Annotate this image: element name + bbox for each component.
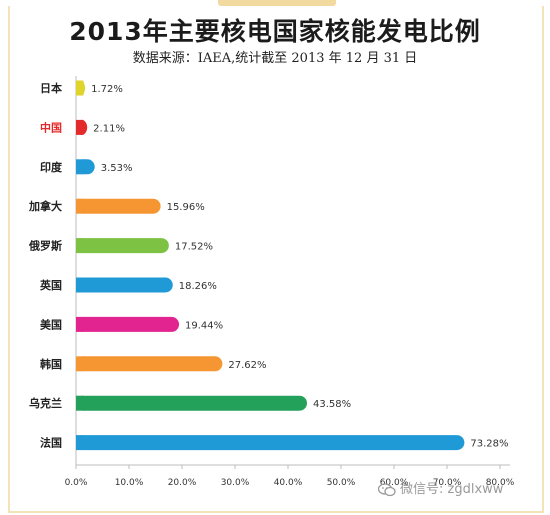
bar-left-edge [76,435,84,451]
category-label: 日本 [40,81,62,95]
right-border [542,6,544,511]
value-label: 73.28% [470,439,508,450]
x-tick-label: 60.0% [380,478,409,488]
x-tick-label: 30.0% [221,478,250,488]
value-label: 18.26% [179,281,217,292]
category-label: 法国 [40,436,62,450]
bar [76,395,307,411]
bar [76,198,161,214]
value-label: 1.72% [91,84,123,95]
bottom-border [8,511,544,513]
category-label: 加拿大 [28,199,62,213]
bar-left-edge [76,159,84,175]
category-label: 美国 [40,317,62,331]
watermark: 微信号: zgdlxww [378,478,503,497]
left-border [8,6,10,511]
bar-left-edge [76,119,84,135]
category-label: 英国 [39,278,62,292]
category-label: 俄罗斯 [28,239,62,253]
value-label: 19.44% [185,320,223,331]
value-label: 15.96% [167,202,205,213]
value-label: 27.62% [228,360,266,371]
x-tick-label: 50.0% [327,478,356,488]
bar [76,356,223,372]
value-label: 3.53% [101,163,133,174]
bar-left-edge [76,198,84,214]
chart-title: 2013年主要核电国家核能发电比例 [69,17,481,46]
x-tick-label: 10.0% [115,478,144,488]
x-tick-label: 80.0% [486,478,515,488]
category-label: 印度 [40,160,63,174]
top-accent-bar [218,0,336,6]
category-label: 乌克兰 [29,396,62,410]
x-tick-label: 20.0% [168,478,197,488]
bar [76,435,465,451]
bar-left-edge [76,277,84,293]
x-tick-label: 70.0% [433,478,462,488]
wechat-icon [378,482,396,496]
bar-left-edge [76,238,84,254]
value-label: 17.52% [175,242,213,253]
chart-subtitle: 数据来源：IAEA,统计截至 2013 年 12 月 31 日 [132,51,418,66]
value-label: 43.58% [313,399,351,410]
bar-left-edge [76,316,84,332]
bar [76,277,173,293]
bar [76,238,169,254]
x-tick-label: 0.0% [65,478,88,488]
watermark-text: 微信号: zgdlxww [400,482,504,497]
category-label: 中国 [40,120,62,134]
bar [76,316,180,332]
bar-left-edge [76,80,84,96]
bar-left-edge [76,356,84,372]
bar-left-edge [76,395,84,411]
category-label: 韩国 [40,357,62,371]
value-label: 2.11% [93,123,125,134]
x-tick-label: 40.0% [274,478,303,488]
